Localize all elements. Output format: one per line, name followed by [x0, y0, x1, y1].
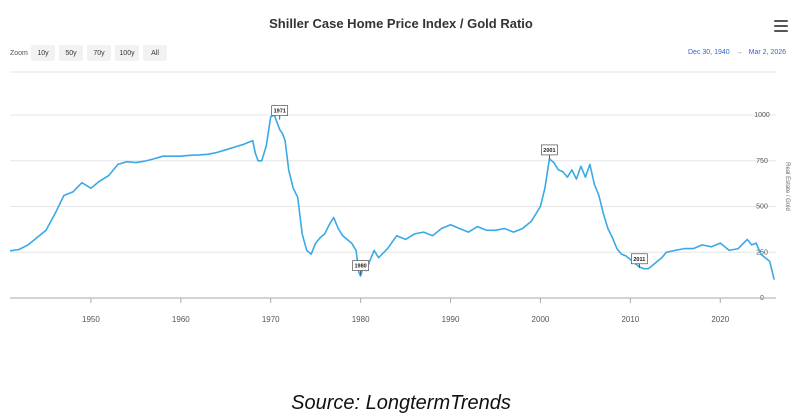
- line-chart: 0250500750100019501960197019801990200020…: [9, 71, 790, 324]
- annotation-label-1: 1980: [355, 264, 367, 270]
- annotation-label-0: 1971: [274, 109, 286, 115]
- y-axis-title: Real Estate / Gold: [784, 162, 790, 211]
- annotation-label-3: 2011: [633, 257, 645, 263]
- x-tick-label-2: 1970: [262, 315, 280, 324]
- zoom-100y-button[interactable]: 100y: [115, 45, 139, 61]
- zoom-label: Zoom: [10, 50, 28, 57]
- range-from-input[interactable]: Dec 30, 1940: [688, 49, 730, 56]
- x-tick-label-3: 1980: [352, 315, 370, 324]
- range-arrow-icon: →: [735, 49, 743, 56]
- source-caption: Source: LongtermTrends: [291, 392, 511, 414]
- range-to-input[interactable]: Mar 2, 2026: [748, 49, 787, 56]
- y-tick-label-1: 250: [756, 249, 768, 256]
- zoom-10y-button[interactable]: 10y: [31, 45, 55, 61]
- date-range: Dec 30, 1940 → Mar 2, 2026: [688, 49, 786, 56]
- x-tick-label-5: 2000: [532, 315, 550, 324]
- annotation-label-2: 2001: [543, 148, 555, 154]
- y-tick-label-4: 1000: [754, 112, 770, 119]
- y-tick-label-2: 500: [756, 204, 768, 211]
- y-tick-label-3: 750: [756, 158, 768, 165]
- annotation-box-1: [352, 260, 369, 271]
- x-tick-label-1: 1960: [172, 315, 190, 324]
- chart-title: Shiller Case Home Price Index / Gold Rat…: [269, 16, 533, 31]
- annotation-box-3: [631, 253, 648, 265]
- zoom-50y-button[interactable]: 50y: [59, 45, 83, 61]
- zoom-70y-button[interactable]: 70y: [87, 45, 111, 61]
- zoom-button-group: 10y 50y 70y 100y All: [31, 45, 167, 61]
- x-tick-label-4: 1990: [442, 315, 460, 324]
- x-tick-label-0: 1950: [82, 315, 100, 324]
- annotation-box-0: [271, 105, 289, 116]
- zoom-all-button[interactable]: All: [143, 45, 167, 61]
- x-tick-label-7: 2020: [711, 315, 729, 324]
- annotation-box-2: [541, 144, 558, 156]
- hamburger-menu-icon[interactable]: [774, 20, 788, 32]
- x-tick-label-6: 2010: [621, 315, 639, 324]
- series-line-0: [9, 114, 775, 280]
